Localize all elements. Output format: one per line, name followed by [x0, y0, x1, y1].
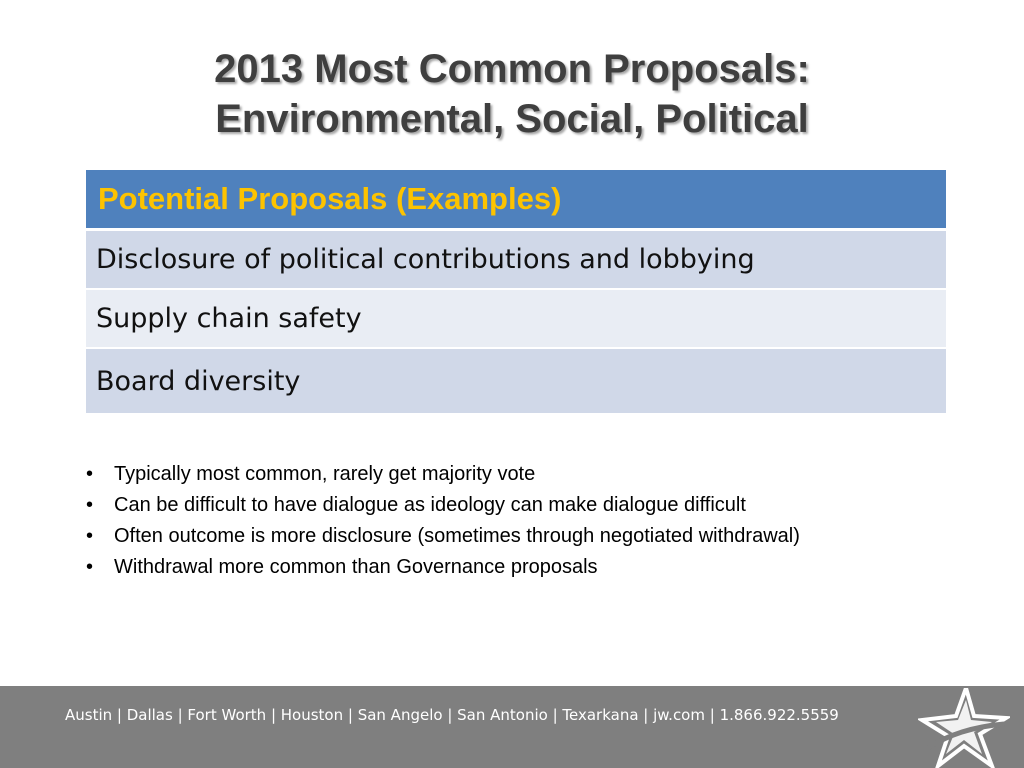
bullet-text: Typically most common, rarely get majori…: [114, 463, 536, 485]
star-logo-icon: [918, 688, 1010, 768]
bullet-dot-icon: •: [86, 525, 94, 547]
table-cell: Board diversity: [86, 348, 946, 415]
proposals-table: Potential Proposals (Examples) Disclosur…: [86, 170, 946, 415]
table-header-row: Potential Proposals (Examples): [86, 170, 946, 231]
bullet-text: Often outcome is more disclosure (someti…: [114, 525, 800, 547]
slide-title-line-1: 2013 Most Common Proposals:: [214, 47, 810, 91]
table-cell: Disclosure of political contributions an…: [86, 229, 946, 290]
footer-contact-text: Austin | Dallas | Fort Worth | Houston |…: [65, 706, 839, 724]
table-cell: Supply chain safety: [86, 289, 946, 349]
bullet-text: Withdrawal more common than Governance p…: [114, 556, 598, 578]
slide-title-line-2: Environmental, Social, Political: [215, 97, 809, 141]
table-row: Disclosure of political contributions an…: [86, 229, 946, 290]
bullet-list: • Typically most common, rarely get majo…: [86, 460, 946, 584]
table-row: Board diversity: [86, 348, 946, 415]
bullet-dot-icon: •: [86, 556, 94, 578]
slide-title: 2013 Most Common Proposals: Environmenta…: [0, 44, 1024, 144]
table-header-cell: Potential Proposals (Examples): [86, 170, 946, 231]
bullet-dot-icon: •: [86, 494, 94, 516]
bullet-item: • Often outcome is more disclosure (some…: [86, 522, 946, 551]
bullet-item: • Can be difficult to have dialogue as i…: [86, 491, 946, 520]
bullet-dot-icon: •: [86, 463, 94, 485]
bullet-item: • Withdrawal more common than Governance…: [86, 553, 946, 582]
bullet-item: • Typically most common, rarely get majo…: [86, 460, 946, 489]
bullet-text: Can be difficult to have dialogue as ide…: [114, 494, 746, 516]
table-row: Supply chain safety: [86, 289, 946, 349]
footer-bar: Austin | Dallas | Fort Worth | Houston |…: [0, 686, 1024, 768]
